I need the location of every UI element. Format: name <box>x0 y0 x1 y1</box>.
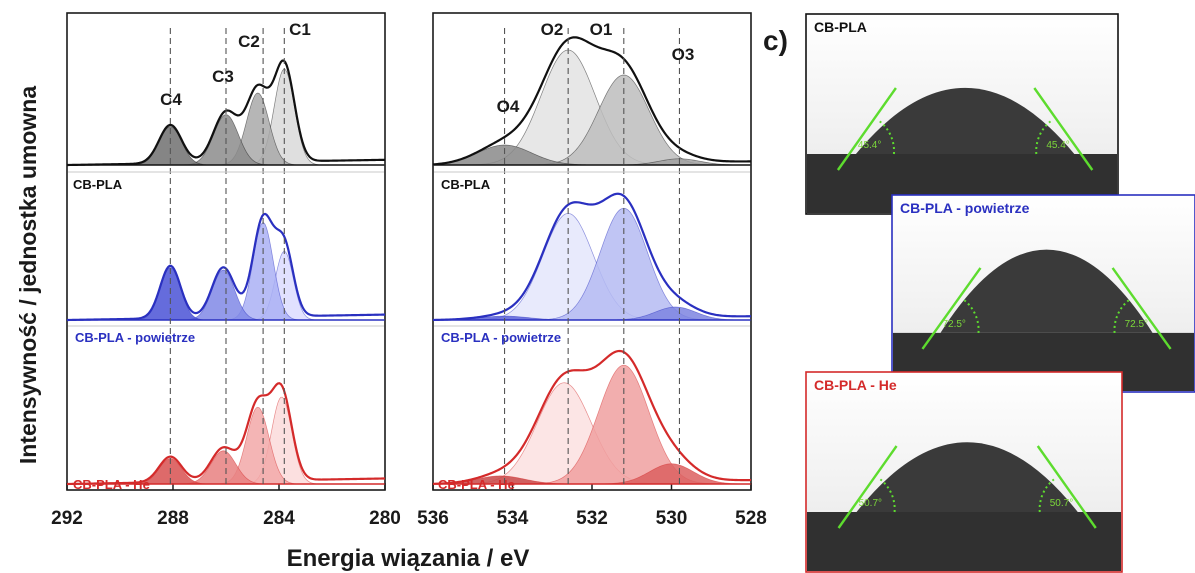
series-0 <box>432 36 752 166</box>
peak-label-c2: C2 <box>238 32 260 51</box>
photo-cbpla: 45.4° 45.4° CB-PLA <box>805 13 1119 215</box>
o1s-series-label-powietrze: CB-PLA - powietrze <box>441 330 561 345</box>
x-tick-label: 292 <box>51 508 83 529</box>
photo-cbpla-powietrze: 72.5° 72.5° CB-PLA - powietrze <box>891 194 1195 393</box>
substrate <box>807 512 1121 571</box>
angle-value-right: 45.4° <box>1046 140 1069 151</box>
c1s-series-label-cbpla: CB-PLA <box>73 177 123 192</box>
angle-value-right: 50.7° <box>1050 498 1073 509</box>
droplet <box>940 249 1153 333</box>
peak-label-o3: O3 <box>672 45 695 64</box>
tangent-line-right <box>1111 267 1172 350</box>
x-tick-label: 532 <box>576 508 608 529</box>
angle-arc-right <box>1113 298 1132 333</box>
c1s-series-label-powietrze: CB-PLA - powietrze <box>75 330 195 345</box>
peak-label-o4: O4 <box>497 97 520 116</box>
x-tick-label: 534 <box>497 508 529 529</box>
x-tick-label: 280 <box>369 508 401 529</box>
x-tick-label: 536 <box>417 508 449 529</box>
o1s-series-label-he: CB-PLA - He <box>438 477 515 492</box>
peak-label-c1: C1 <box>289 20 311 39</box>
x-tick-label: 288 <box>157 508 189 529</box>
envelope-line <box>432 192 752 322</box>
c1s-x-ticks: 292 288 284 280 <box>51 483 401 529</box>
peak-label-c4: C4 <box>160 90 182 109</box>
o1s-series-label-cbpla: CB-PLA <box>441 177 491 192</box>
peak-label-o2: O2 <box>541 20 564 39</box>
droplet <box>855 87 1075 154</box>
angle-value-right: 72.5° <box>1125 319 1148 330</box>
photo-cbpla-he: 50.7° 50.7° CB-PLA - He <box>805 371 1123 573</box>
x-tick-label: 528 <box>735 508 767 529</box>
tangent-line-left <box>837 445 898 529</box>
angle-value-left: 50.7° <box>859 498 882 509</box>
o1s-panel: 536 534 532 530 528 O1 O2 O3 O4 CB-PLA CB-PLA -… <box>417 12 767 529</box>
droplet <box>856 442 1078 512</box>
envelope-line <box>432 349 752 485</box>
angle-value-left: 45.4° <box>858 140 881 151</box>
x-axis-label: Energia wiązania / eV <box>287 545 530 572</box>
y-axis-label: Intensywność / jednostka umowna <box>15 86 41 465</box>
angle-arc-left <box>877 119 895 155</box>
tangent-line-left <box>921 267 982 350</box>
tangent-line-right <box>1036 445 1097 529</box>
c1s-series-label-he: CB-PLA - He <box>73 477 150 492</box>
envelope-line <box>432 36 752 166</box>
series-2 <box>432 349 752 485</box>
angle-arc-right <box>1035 119 1053 155</box>
tangent-line-left <box>836 87 897 171</box>
angle-value-left: 72.5° <box>942 319 965 330</box>
angle-arc-left <box>961 298 980 333</box>
envelope-line <box>66 382 386 486</box>
photo-title: CB-PLA <box>814 19 867 35</box>
series-1 <box>432 192 752 322</box>
angle-arc-right <box>1038 477 1057 513</box>
angle-arc-left <box>877 477 896 513</box>
photo-title: CB-PLA - powietrze <box>900 200 1030 216</box>
o1s-plot-area: O1 O2 O3 O4 <box>432 20 752 485</box>
o1s-x-ticks: 536 534 532 530 528 <box>417 483 767 529</box>
peak-label-c3: C3 <box>212 67 234 86</box>
photo-title: CB-PLA - He <box>814 377 897 393</box>
panel-letter-c: c) <box>763 25 788 56</box>
x-tick-label: 530 <box>656 508 688 529</box>
x-tick-label: 284 <box>263 508 295 529</box>
tangent-line-right <box>1033 87 1094 171</box>
peak-label-o1: O1 <box>590 20 613 39</box>
